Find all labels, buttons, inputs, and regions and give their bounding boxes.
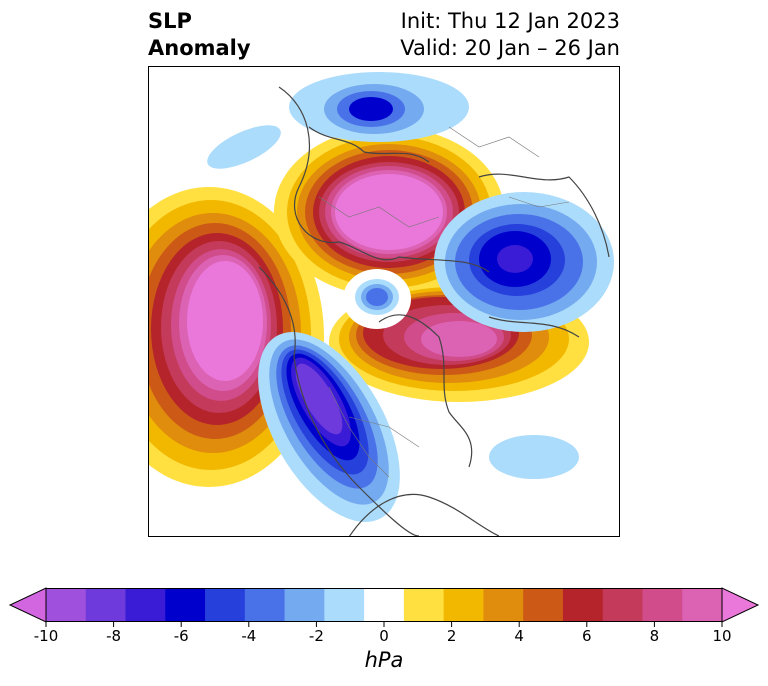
political-borders <box>318 126 570 478</box>
colorbar-tick-label: 2 <box>446 627 457 645</box>
colorbar-bin <box>483 588 524 622</box>
title-left: SLP Anomaly <box>148 8 251 62</box>
colorbar-extend-high <box>721 587 760 623</box>
colorbar-bin <box>205 588 246 622</box>
colorbar-bin <box>324 588 365 622</box>
colorbar-bin <box>523 588 564 622</box>
colorbar-tick-label: -2 <box>308 627 324 645</box>
negative-atlantic-weak <box>489 435 579 479</box>
colorbar-bin <box>244 588 286 622</box>
colorbar-tick-label: 6 <box>582 627 592 645</box>
colorbar-tick-label: -6 <box>173 627 189 645</box>
colorbar-bin <box>443 588 484 622</box>
colorbar-units: hPa <box>364 648 404 672</box>
title-field-type: Anomaly <box>148 36 251 60</box>
negative-siberia <box>434 192 614 332</box>
contour-layer <box>149 72 614 522</box>
positive-north-pacific <box>149 187 324 487</box>
colorbar-tick-label: 0 <box>379 627 389 645</box>
colorbar-bin <box>85 588 127 622</box>
colorbar-tick-label: -8 <box>106 627 122 645</box>
title-field: SLP <box>148 9 192 33</box>
colorbar-tick-label: -4 <box>241 627 257 645</box>
negative-arctic <box>343 269 411 329</box>
negative-north-atlantic <box>289 72 469 142</box>
init-date: Init: Thu 12 Jan 2023 <box>400 9 620 33</box>
colorbar-bin <box>125 588 166 622</box>
colorbar-tick-label: 8 <box>649 627 660 645</box>
colorbar <box>8 587 760 627</box>
colorbar-bin <box>46 588 87 622</box>
title-right: Init: Thu 12 Jan 2023 Valid: 20 Jan – 26… <box>400 8 620 62</box>
colorbar-extend-low <box>8 587 47 623</box>
colorbar-frame <box>45 588 723 622</box>
valid-range: Valid: 20 Jan – 26 Jan <box>400 36 620 60</box>
colorbar-tick-label: 4 <box>514 627 524 645</box>
colorbar-bin <box>602 588 643 622</box>
negative-atlantic-weak-2 <box>207 125 281 169</box>
colorbar-bin <box>562 588 604 622</box>
colorbar-tick-label: -10 <box>33 627 59 645</box>
map-svg <box>149 72 614 536</box>
anomaly-map <box>148 66 620 537</box>
colorbar-bin <box>403 588 445 622</box>
colorbar-bin <box>364 588 405 622</box>
colorbar-bin <box>284 588 325 622</box>
colorbar-tick-label: 10 <box>712 627 732 645</box>
colorbar-bin <box>682 588 723 622</box>
colorbar-bin <box>642 588 683 622</box>
negative-west-coast-na <box>258 332 400 522</box>
colorbar-bin <box>165 588 206 622</box>
coastlines <box>258 86 610 536</box>
